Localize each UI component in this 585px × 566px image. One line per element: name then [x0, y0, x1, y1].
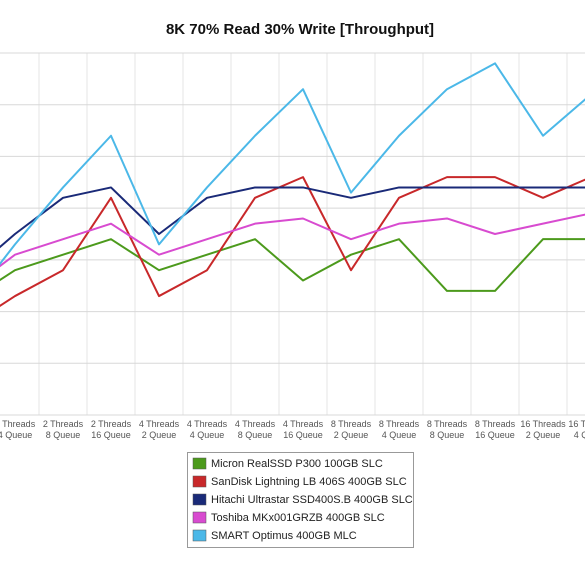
series-line — [0, 186, 585, 249]
x-tick-label: 4 Threads 2 Queue — [139, 419, 180, 440]
x-tick-label: 8 Threads 4 Queue — [379, 419, 420, 440]
legend-swatch — [192, 511, 207, 524]
legend-box — [187, 452, 414, 548]
x-tick-label: 2 Threads 8 Queue — [43, 419, 84, 440]
series-line — [0, 238, 585, 292]
series-line — [0, 213, 585, 268]
x-tick-label: 4 Threads 4 Queue — [187, 419, 228, 440]
x-tick-label: 4 Threads 8 Queue — [235, 419, 276, 440]
series-line — [0, 62, 585, 266]
legend-swatch — [192, 493, 207, 506]
legend-swatch — [192, 475, 207, 488]
legend-label: Toshiba MKx001GRZB 400GB SLC — [211, 512, 385, 524]
x-tick-label: 8 Threads 2 Queue — [331, 419, 372, 440]
legend-swatch — [192, 529, 207, 542]
legend-label: Micron RealSSD P300 100GB SLC — [211, 458, 383, 470]
x-tick-label: 16 Threads 2 Queue — [520, 419, 566, 440]
legend-swatch — [192, 457, 207, 470]
legend-label: SMART Optimus 400GB MLC — [211, 530, 357, 542]
chart-title: 8K 70% Read 30% Write [Throughput] — [166, 21, 434, 38]
x-tick-label: 8 Threads 8 Queue — [427, 419, 468, 440]
legend-label: Hitachi Ultrastar SSD400S.B 400GB SLC — [211, 494, 413, 506]
x-tick-label: 8 Threads 16 Queue — [475, 419, 516, 440]
x-tick-label: 4 Threads 16 Queue — [283, 419, 324, 440]
x-tick-label: 2 Threads 16 Queue — [91, 419, 132, 440]
legend-label: SanDisk Lightning LB 406S 400GB SLC — [211, 476, 407, 488]
